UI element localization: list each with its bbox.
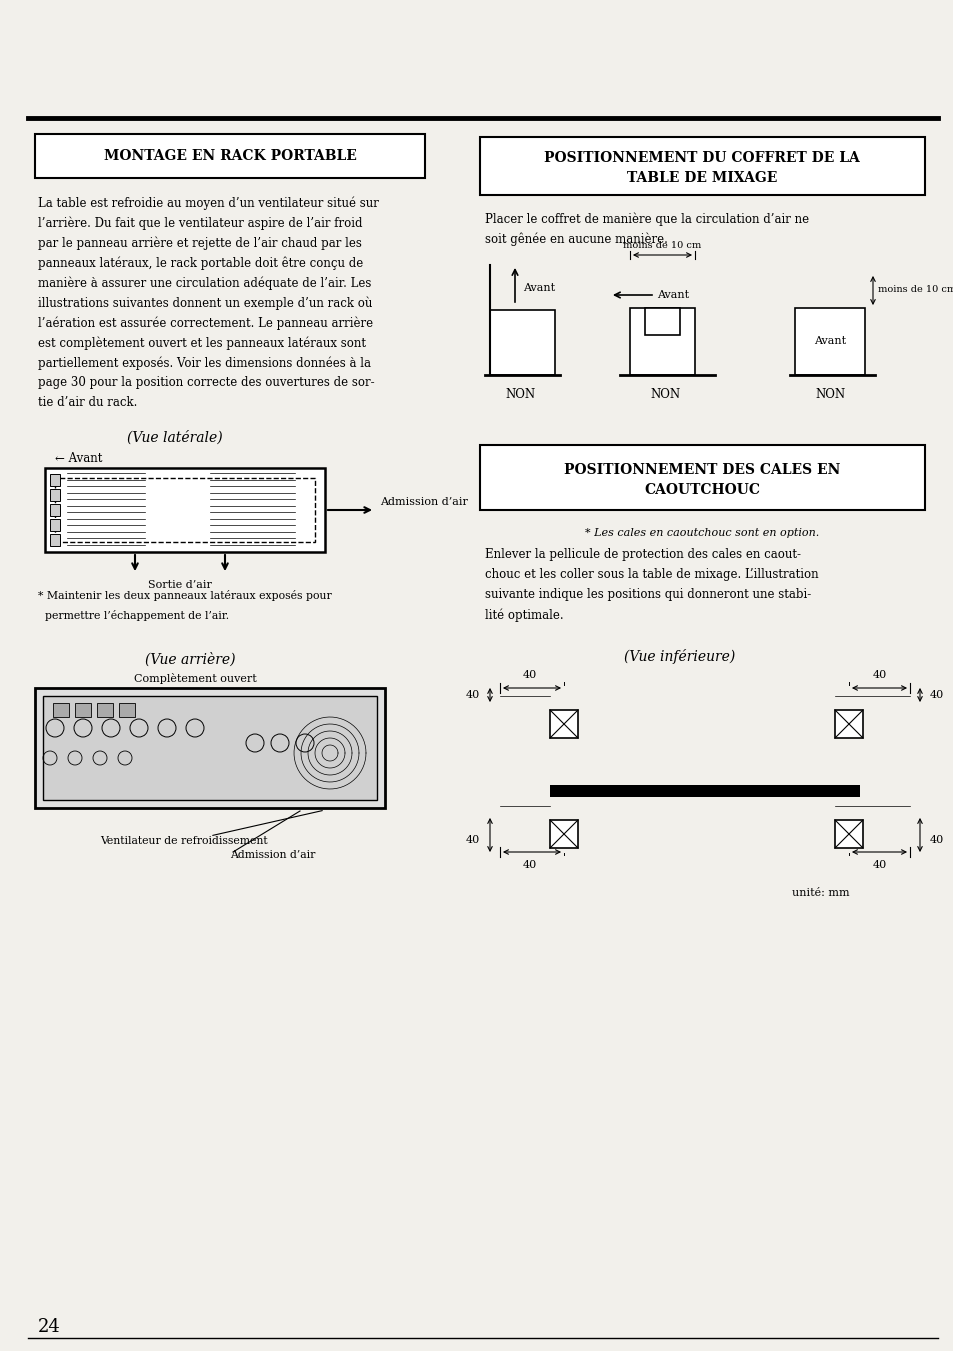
Text: l’aération est assurée correctement. Le panneau arrière: l’aération est assurée correctement. Le … [38,316,373,330]
Bar [35,688,385,808]
Bar [479,444,924,509]
Text: lité optimale.: lité optimale. [484,608,563,621]
Bar [629,308,695,376]
Text: ← Avant: ← Avant [55,451,102,465]
Text: manière à assurer une circulation adéquate de l’air. Les: manière à assurer une circulation adéqua… [38,276,371,289]
Bar [43,696,376,800]
Text: Sortie d’air: Sortie d’air [148,580,212,590]
Text: moins de 10 cm: moins de 10 cm [622,240,700,250]
Text: illustrations suivantes donnent un exemple d’un rack où: illustrations suivantes donnent un exemp… [38,296,372,309]
Bar [50,534,60,546]
Text: page 30 pour la position correcte des ouvertures de sor-: page 30 pour la position correcte des ou… [38,376,375,389]
Text: POSITIONNEMENT DES CALES EN: POSITIONNEMENT DES CALES EN [563,462,840,477]
Bar [550,820,578,848]
Bar [479,136,924,195]
Text: TABLE DE MIXAGE: TABLE DE MIXAGE [626,172,777,185]
Text: 40: 40 [871,861,885,870]
Text: 24: 24 [38,1319,61,1336]
Text: * Maintenir les deux panneaux latéraux exposés pour: * Maintenir les deux panneaux latéraux e… [38,590,332,601]
Text: * Les cales en caoutchouc sont en option.: * Les cales en caoutchouc sont en option… [584,528,819,538]
Text: 40: 40 [929,690,943,700]
Text: Avant: Avant [657,290,688,300]
Text: La table est refroidie au moyen d’un ventilateur situé sur: La table est refroidie au moyen d’un ven… [38,196,378,209]
Text: POSITIONNEMENT DU COFFRET DE LA: POSITIONNEMENT DU COFFRET DE LA [543,151,859,165]
Text: chouc et les coller sous la table de mixage. L’illustration: chouc et les coller sous la table de mix… [484,567,818,581]
Bar [50,519,60,531]
Text: NON: NON [649,388,679,401]
Text: tie d’air du rack.: tie d’air du rack. [38,396,137,409]
Text: unité: mm: unité: mm [792,888,849,898]
Bar [55,478,314,542]
Bar [53,703,69,717]
Text: Admission d’air: Admission d’air [230,850,315,861]
Bar [490,309,555,376]
Text: est complètement ouvert et les panneaux latéraux sont: est complètement ouvert et les panneaux … [38,336,366,350]
Text: 40: 40 [522,861,536,870]
Bar [75,703,91,717]
Text: suivante indique les positions qui donneront une stabi-: suivante indique les positions qui donne… [484,588,810,601]
Text: Enlever la pellicule de protection des cales en caout-: Enlever la pellicule de protection des c… [484,549,801,561]
Bar [45,467,325,553]
Text: (Vue inférieure): (Vue inférieure) [623,648,735,663]
Text: permettre l’échappement de l’air.: permettre l’échappement de l’air. [38,611,229,621]
Bar [50,504,60,516]
Bar [50,489,60,501]
Text: soit gênée en aucune manière.: soit gênée en aucune manière. [484,232,667,246]
Text: 40: 40 [465,835,479,844]
Text: MONTAGE EN RACK PORTABLE: MONTAGE EN RACK PORTABLE [104,149,356,163]
Text: Complètement ouvert: Complètement ouvert [133,673,256,684]
Text: (Vue latérale): (Vue latérale) [127,431,223,446]
Bar [119,703,135,717]
Bar [834,711,862,738]
Text: partiellement exposés. Voir les dimensions données à la: partiellement exposés. Voir les dimensio… [38,357,371,370]
Text: moins de 10 cm: moins de 10 cm [877,285,953,295]
Text: l’arrière. Du fait que le ventilateur aspire de l’air froid: l’arrière. Du fait que le ventilateur as… [38,216,362,230]
Text: Avant: Avant [813,336,845,346]
Text: NON: NON [504,388,535,401]
Text: 40: 40 [465,690,479,700]
Text: Ventilateur de refroidissement: Ventilateur de refroidissement [100,836,268,846]
Text: (Vue arrière): (Vue arrière) [145,653,235,667]
Text: Admission d’air: Admission d’air [379,497,467,507]
Bar [35,134,424,178]
Bar [644,308,679,335]
Text: Placer le coffret de manière que la circulation d’air ne: Placer le coffret de manière que la circ… [484,212,808,226]
Bar [794,308,864,376]
Text: 40: 40 [871,670,885,680]
Bar [834,820,862,848]
Text: NON: NON [814,388,844,401]
Bar [550,711,578,738]
Text: par le panneau arrière et rejette de l’air chaud par les: par le panneau arrière et rejette de l’a… [38,236,361,250]
Text: CAOUTCHOUC: CAOUTCHOUC [643,482,760,497]
Bar [50,474,60,486]
Text: 40: 40 [929,835,943,844]
Text: 40: 40 [522,670,536,680]
Bar [550,785,859,797]
Bar [97,703,112,717]
Text: panneaux latéraux, le rack portable doit être conçu de: panneaux latéraux, le rack portable doit… [38,255,363,269]
Text: Avant: Avant [522,282,555,293]
